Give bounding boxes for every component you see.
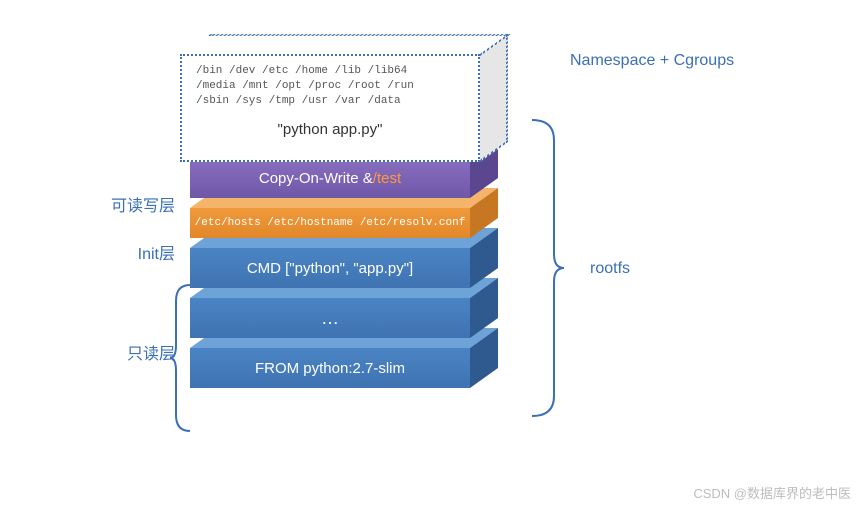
rootfs-bracket: [530, 118, 566, 418]
watermark: CSDN @数据库界的老中医: [693, 483, 851, 502]
container-top-lid: [180, 34, 511, 56]
dirs-line1: /bin /dev /etc /home /lib /lib64: [196, 64, 468, 79]
layer-0-label-accent: /test: [373, 170, 401, 187]
container-top-box-side: [480, 34, 508, 162]
dirs-listing: /bin /dev /etc /home /lib /lib64/media /…: [182, 56, 478, 111]
layer-0-front: Copy-On-Write & /test: [190, 158, 470, 198]
layer-2-label: CMD ["python", "app.py"]: [247, 260, 413, 277]
layer-4-label: FROM python:2.7-slim: [255, 360, 405, 377]
namespace-cgroups-label: Namespace + Cgroups: [570, 52, 734, 70]
dirs-line3: /sbin /sys /tmp /usr /var /data: [196, 94, 468, 109]
container-top-box: /bin /dev /etc /home /lib /lib64/media /…: [180, 54, 480, 162]
layer-0: Copy-On-Write & /test: [190, 158, 498, 218]
layer-1-label: /etc/hosts /etc/hostname /etc/resolv.con…: [195, 217, 466, 229]
dirs-line2: /media /mnt /opt /proc /root /run: [196, 79, 468, 94]
run-cmd: "python app.py": [182, 121, 478, 138]
ro-bracket: [168, 283, 192, 433]
ro-layer-label: 只读层: [95, 340, 175, 364]
rootfs-label: rootfs: [590, 260, 630, 278]
layer-0-label: Copy-On-Write &: [259, 170, 373, 187]
layer-3-label: …: [321, 308, 339, 329]
init-layer-label: Init层: [95, 240, 175, 264]
rw-layer-label: 可读写层: [95, 192, 175, 216]
